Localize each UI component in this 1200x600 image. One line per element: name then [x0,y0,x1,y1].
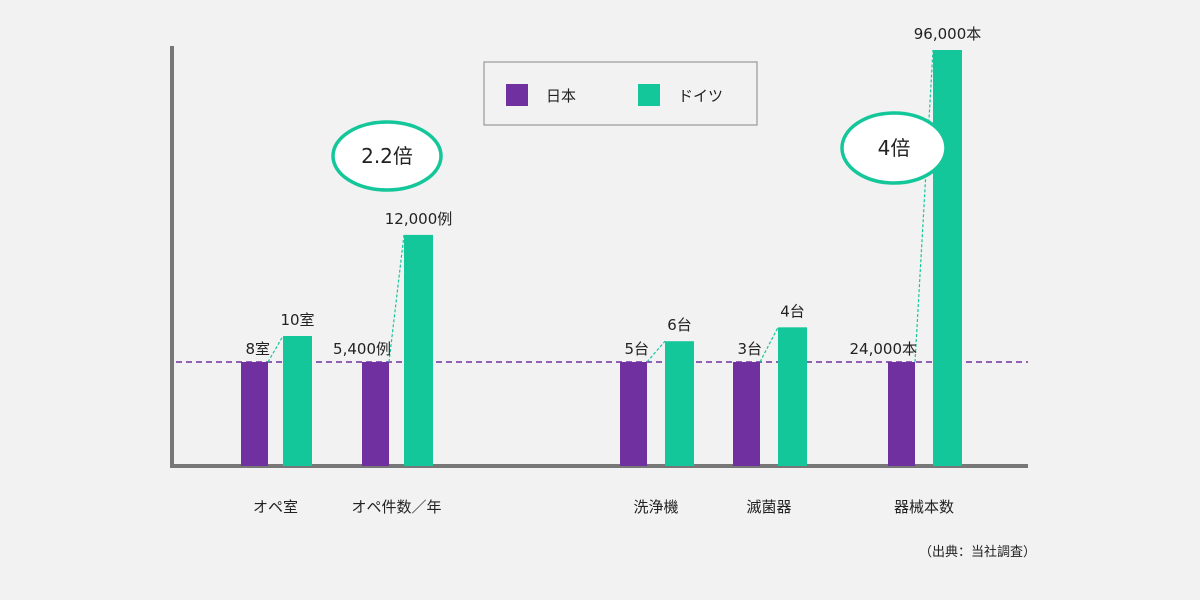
data-label-germany: 10室 [280,311,314,329]
data-label-japan: 5台 [624,340,649,358]
ratio-bubble [840,111,948,185]
bar-japan [362,362,389,466]
data-label-japan: 8室 [245,340,270,358]
bar-germany [778,327,807,466]
bar-japan [241,362,268,466]
source-note: （出典：当社調査） [919,544,1036,560]
growth-connector-line [267,335,284,363]
legend-box [483,61,758,126]
category-label: オペ室 [253,498,298,516]
data-label-japan: 24,000本 [850,340,918,358]
growth-connector-line [759,327,779,363]
growth-connector-line [914,49,934,363]
bar-germany [665,341,694,466]
data-label-japan: 3台 [737,340,762,358]
data-label-germany: 12,000例 [385,210,453,228]
ratio-annotation-text: 2.2倍 [361,144,413,168]
legend-label-germany: ドイツ [678,87,723,105]
ratio-bubble [331,120,443,192]
growth-connector-line [388,234,405,363]
bar-germany [933,50,962,466]
data-label-germany: 6台 [667,316,692,334]
bar-japan [620,362,647,466]
bar-germany [404,234,433,466]
legend-swatch-japan [506,84,528,106]
category-label: オペ件数／年 [351,498,441,516]
growth-connector-line [646,340,666,363]
category-label: 洗浄機 [633,498,678,516]
legend-label-japan: 日本 [546,87,576,105]
bar-germany [283,336,312,466]
category-label: 滅菌器 [746,498,791,516]
category-label: 器械本数 [894,498,954,516]
ratio-annotation-text: 4倍 [878,136,911,160]
legend-swatch-germany [638,84,660,106]
data-label-germany: 96,000本 [914,25,982,43]
bar-japan [733,362,760,466]
data-label-germany: 4台 [780,302,805,320]
data-label-japan: 5,400例 [333,340,391,358]
bar-japan [888,362,915,466]
